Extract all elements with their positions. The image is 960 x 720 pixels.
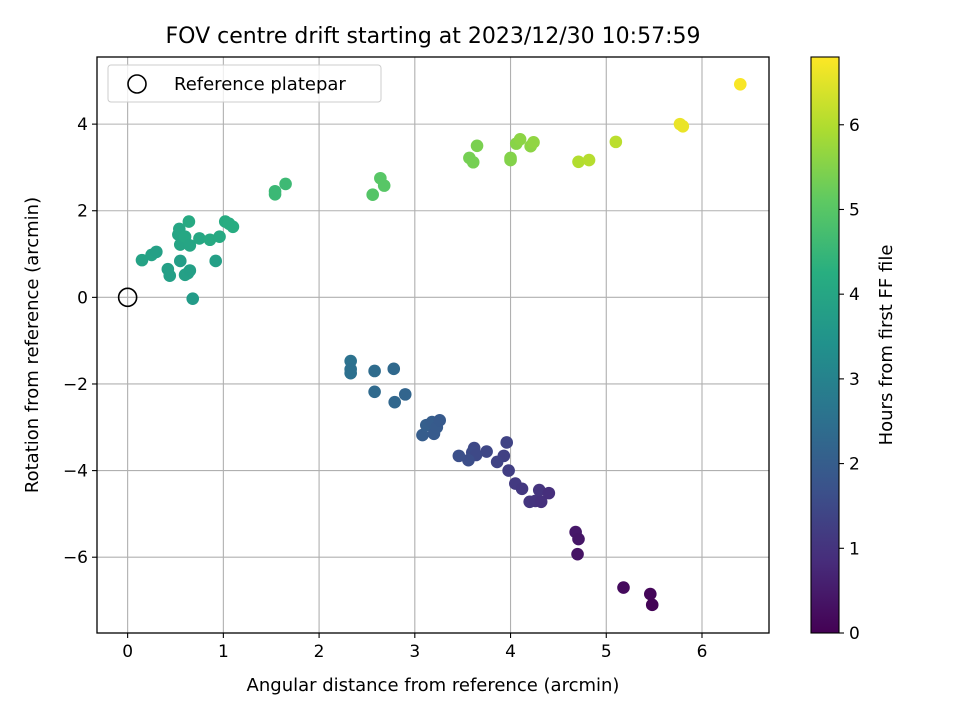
data-point (504, 153, 517, 167)
data-point (582, 153, 596, 167)
data-point (344, 366, 357, 380)
colorbar-tick-label: 4 (849, 285, 860, 305)
legend: Reference platepar (107, 64, 382, 103)
chart-title: FOV centre drift starting at 2023/12/30 … (166, 24, 701, 49)
data-point (513, 132, 527, 146)
data-point (490, 455, 504, 469)
data-point (542, 486, 556, 500)
y-tick-label: −4 (63, 462, 88, 482)
data-point (213, 230, 226, 244)
data-point (480, 445, 493, 458)
data-point (462, 453, 475, 467)
colorbar-label: Hours from first FF file (876, 245, 897, 446)
data-point (279, 177, 292, 191)
y-tick-label: 0 (77, 288, 88, 308)
data-point (500, 436, 514, 449)
data-point (209, 254, 223, 268)
data-point (470, 139, 484, 153)
x-tick-label: 0 (122, 642, 133, 662)
data-point (617, 581, 630, 594)
data-point (388, 395, 402, 409)
data-point (571, 547, 584, 561)
legend-label-reference-platepar: Reference platepar (174, 74, 346, 95)
data-point (193, 232, 206, 245)
colorbar-tick-label: 3 (849, 370, 860, 390)
data-point (645, 598, 659, 612)
data-point (572, 155, 585, 169)
colorbar: 0 1 2 3 4 5 6 Hours from first FF file (810, 56, 897, 644)
data-point (186, 292, 200, 305)
data-point (163, 269, 177, 283)
grid (97, 57, 769, 633)
x-tick-label: 4 (505, 642, 516, 662)
data-point (572, 532, 585, 546)
plot-frame (96, 56, 770, 634)
data-point (398, 388, 412, 401)
plot-area (135, 77, 747, 612)
data-point (268, 187, 282, 201)
data-point (676, 119, 690, 133)
data-point (416, 428, 429, 442)
data-point (502, 464, 515, 477)
colorbar-tick-label: 5 (849, 200, 860, 220)
data-point (527, 136, 540, 149)
data-point (226, 220, 240, 234)
y-tick-label: −6 (63, 548, 88, 568)
y-tick-label: 2 (77, 202, 88, 222)
x-tick-label: 2 (314, 642, 325, 662)
data-point (183, 264, 197, 277)
x-axis: 0 1 2 3 4 5 6 (122, 633, 707, 662)
colorbar-gradient (810, 56, 840, 634)
data-point (183, 239, 197, 252)
colorbar-tick-label: 6 (849, 116, 860, 136)
data-point (368, 385, 381, 399)
y-axis-label: Rotation from reference (arcmin) (22, 197, 43, 493)
data-point (515, 482, 529, 496)
reference-platepar-marker (117, 287, 138, 308)
data-point (366, 188, 379, 202)
legend-marker-icon (127, 74, 147, 94)
data-point (609, 135, 623, 149)
legend-box (107, 64, 382, 103)
y-tick-label: 4 (77, 115, 88, 135)
data-point (377, 179, 391, 192)
data-point (643, 587, 657, 601)
colorbar-tick-label: 0 (849, 624, 860, 644)
y-tick-label: −2 (63, 375, 88, 395)
data-point (135, 253, 149, 267)
data-point (387, 362, 401, 376)
x-axis-label: Angular distance from reference (arcmin) (247, 675, 620, 696)
data-point (532, 483, 546, 497)
data-point (173, 254, 187, 268)
data-point (733, 77, 747, 91)
colorbar-tick-label: 1 (849, 539, 860, 559)
colorbar-tick-label: 2 (849, 455, 860, 475)
data-point (433, 414, 447, 427)
x-tick-label: 6 (697, 642, 708, 662)
colorbar-ticks: 0 1 2 3 4 5 6 (839, 116, 860, 644)
data-point (534, 495, 548, 509)
data-point (182, 215, 196, 228)
x-tick-label: 3 (409, 642, 420, 662)
y-axis: −6 −4 −2 0 2 4 (63, 115, 97, 568)
data-point (466, 155, 480, 169)
x-tick-label: 5 (601, 642, 612, 662)
data-point (203, 233, 217, 247)
data-point (452, 449, 466, 463)
data-point (150, 245, 163, 259)
data-point (368, 364, 381, 378)
x-tick-label: 1 (218, 642, 229, 662)
